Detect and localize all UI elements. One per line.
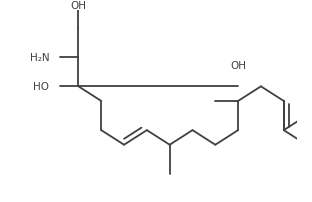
Text: H₂N: H₂N <box>30 53 49 63</box>
Text: HO: HO <box>33 82 49 92</box>
Text: OH: OH <box>230 61 246 70</box>
Text: OH: OH <box>71 1 86 11</box>
